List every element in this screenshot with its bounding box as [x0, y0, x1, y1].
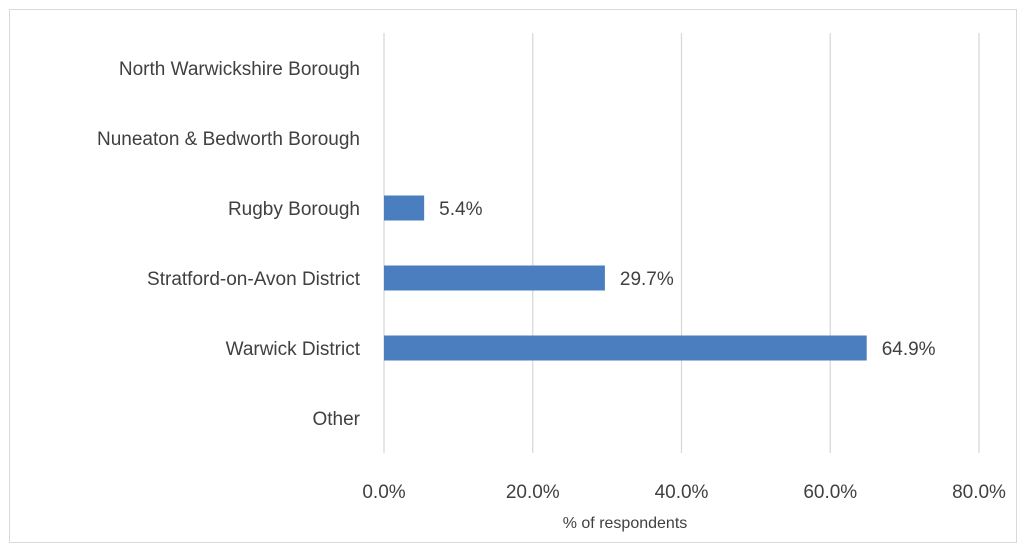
category-label: Nuneaton & Bedworth Borough: [97, 129, 360, 150]
gridlines: [383, 33, 980, 453]
data-label: 5.4%: [439, 199, 482, 220]
category-label: North Warwickshire Borough: [119, 59, 360, 80]
x-tick-label: 60.0%: [803, 482, 857, 503]
data-label: 29.7%: [620, 269, 674, 290]
bars: [384, 195, 867, 361]
category-label: Warwick District: [226, 339, 361, 360]
category-label: Stratford-on-Avon District: [147, 269, 361, 290]
x-tick-labels: 0.0% 20.0% 40.0% 60.0% 80.0%: [362, 482, 1006, 503]
bar: [384, 195, 425, 221]
x-tick-label: 0.0%: [362, 482, 405, 503]
data-label: 64.9%: [882, 339, 936, 360]
category-label: Other: [312, 409, 360, 430]
category-label: Rugby Borough: [228, 199, 360, 220]
category-labels: North Warwickshire Borough Nuneaton & Bed…: [97, 59, 361, 430]
bar: [384, 335, 867, 361]
x-axis-label: % of respondents: [563, 515, 688, 532]
x-tick-label: 20.0%: [506, 482, 560, 503]
bar: [384, 265, 605, 291]
x-tick-label: 40.0%: [655, 482, 709, 503]
data-labels: 5.4% 29.7% 64.9%: [439, 199, 936, 360]
x-tick-label: 80.0%: [952, 482, 1006, 503]
